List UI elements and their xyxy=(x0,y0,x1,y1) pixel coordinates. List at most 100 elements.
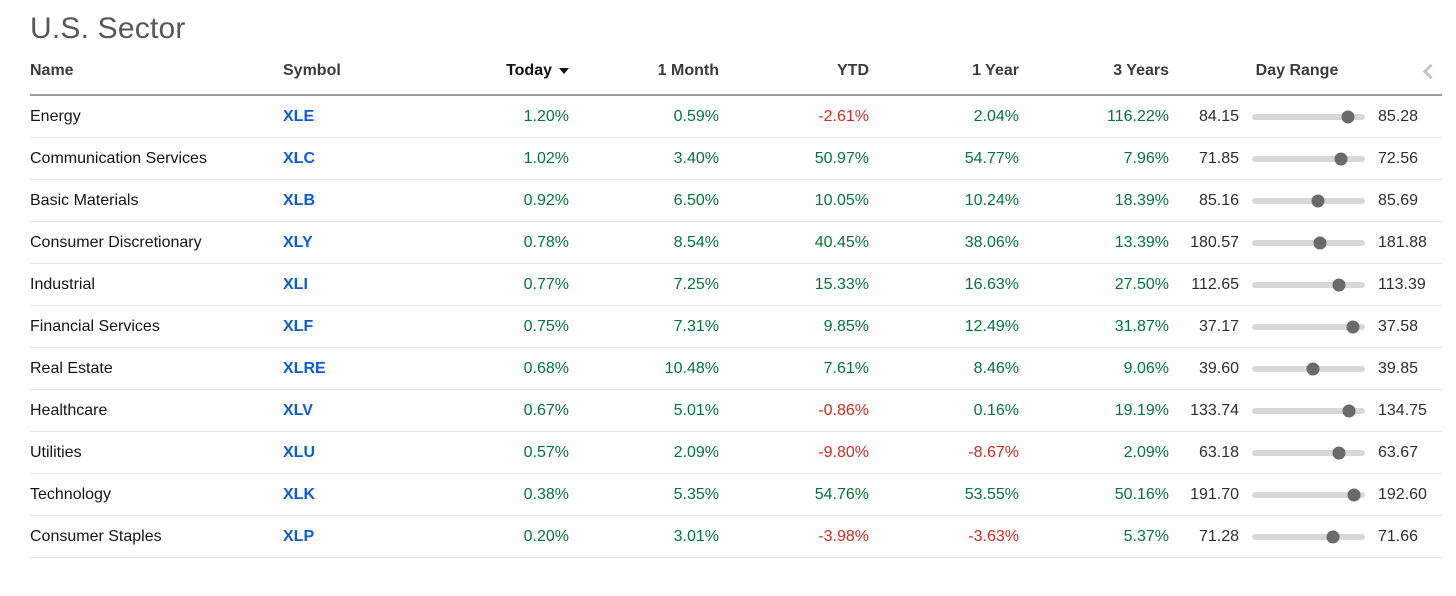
one-year-change: 12.49% xyxy=(964,317,1019,335)
day-range-indicator-dot xyxy=(1311,194,1325,207)
table-row: Technology XLK 0.38% 5.35% 54.76% 53.55%… xyxy=(30,474,1442,516)
day-high: 71.66 xyxy=(1378,527,1419,545)
ytd-change: 10.05% xyxy=(814,191,869,209)
symbol-link[interactable]: XLE xyxy=(283,107,315,125)
header-ytd[interactable]: YTD xyxy=(837,62,869,79)
ytd-change: -0.86% xyxy=(818,401,869,419)
header-name[interactable]: Name xyxy=(30,62,74,79)
ytd-change: 9.85% xyxy=(823,317,869,335)
symbol-link[interactable]: XLK xyxy=(283,485,315,503)
symbol-link[interactable]: XLI xyxy=(283,275,308,293)
day-low: 133.74 xyxy=(1190,401,1239,419)
three-years-change: 27.50% xyxy=(1114,275,1169,293)
symbol-link[interactable]: XLV xyxy=(283,401,313,419)
one-month-change: 6.50% xyxy=(673,191,719,209)
ytd-change: 15.33% xyxy=(814,275,869,293)
day-range-cell: 71.28 71.66 xyxy=(1169,528,1442,546)
day-low: 180.57 xyxy=(1190,233,1239,251)
sector-name: Healthcare xyxy=(30,401,108,419)
ytd-change: 40.45% xyxy=(814,233,869,251)
one-year-change: 38.06% xyxy=(964,233,1019,251)
header-symbol[interactable]: Symbol xyxy=(283,62,341,79)
sector-name: Consumer Discretionary xyxy=(30,233,202,251)
day-range-cell: 63.18 63.67 xyxy=(1169,444,1442,462)
chevron-left-icon[interactable] xyxy=(1422,63,1439,79)
day-range-slider xyxy=(1252,278,1365,291)
day-range-indicator-dot xyxy=(1332,446,1346,459)
day-range-indicator-dot xyxy=(1347,488,1361,501)
three-years-change: 50.16% xyxy=(1114,485,1169,503)
symbol-link[interactable]: XLF xyxy=(283,317,314,335)
today-change: 0.75% xyxy=(523,317,569,335)
symbol-link[interactable]: XLRE xyxy=(283,359,326,377)
day-range-indicator-dot xyxy=(1342,404,1356,417)
day-range-slider xyxy=(1252,362,1365,375)
ytd-change: 54.76% xyxy=(814,485,869,503)
day-high: 85.28 xyxy=(1378,107,1419,125)
three-years-change: 2.09% xyxy=(1123,443,1169,461)
three-years-change: 19.19% xyxy=(1114,401,1169,419)
day-range-slider xyxy=(1252,110,1365,123)
header-today-sort[interactable]: Today xyxy=(416,62,569,80)
today-change: 1.20% xyxy=(523,107,569,125)
table-row: Communication Services XLC 1.02% 3.40% 5… xyxy=(30,138,1442,180)
today-change: 0.92% xyxy=(523,191,569,209)
table-row: Consumer Staples XLP 0.20% 3.01% -3.98% … xyxy=(30,516,1442,558)
day-range-slider xyxy=(1252,236,1365,249)
day-range-cell: 84.15 85.28 xyxy=(1169,108,1442,126)
day-low: 71.85 xyxy=(1198,149,1239,167)
symbol-link[interactable]: XLY xyxy=(283,233,313,251)
day-low: 63.18 xyxy=(1198,443,1239,461)
header-three-years[interactable]: 3 Years xyxy=(1113,62,1169,79)
one-month-change: 5.01% xyxy=(673,401,719,419)
day-range-slider xyxy=(1252,530,1365,543)
day-range-cell: 133.74 134.75 xyxy=(1169,402,1442,420)
day-high: 113.39 xyxy=(1378,275,1426,293)
day-high: 63.67 xyxy=(1378,443,1419,461)
symbol-link[interactable]: XLC xyxy=(283,149,315,167)
ytd-change: 7.61% xyxy=(823,359,869,377)
symbol-link[interactable]: XLB xyxy=(283,191,315,209)
one-month-change: 3.40% xyxy=(673,149,719,167)
day-range-slider xyxy=(1252,320,1365,333)
one-month-change: 7.25% xyxy=(673,275,719,293)
header-one-month[interactable]: 1 Month xyxy=(657,62,719,79)
header-one-year[interactable]: 1 Year xyxy=(972,62,1019,79)
one-year-change: 10.24% xyxy=(964,191,1019,209)
sector-name: Industrial xyxy=(30,275,95,293)
today-change: 0.68% xyxy=(523,359,569,377)
one-month-change: 2.09% xyxy=(673,443,719,461)
symbol-link[interactable]: XLP xyxy=(283,527,315,545)
day-low: 84.15 xyxy=(1198,107,1239,125)
today-change: 0.67% xyxy=(523,401,569,419)
day-high: 85.69 xyxy=(1378,191,1419,209)
table-row: Industrial XLI 0.77% 7.25% 15.33% 16.63%… xyxy=(30,264,1442,306)
one-month-change: 3.01% xyxy=(673,527,719,545)
sector-name: Consumer Staples xyxy=(30,527,162,545)
one-month-change: 5.35% xyxy=(673,485,719,503)
table-row: Healthcare XLV 0.67% 5.01% -0.86% 0.16% … xyxy=(30,390,1442,432)
one-year-change: 2.04% xyxy=(973,107,1019,125)
table-header-row: Name Symbol Today 1 Month YTD 1 Year 3 Y… xyxy=(30,48,1442,96)
day-range-indicator-dot xyxy=(1326,530,1340,543)
today-change: 0.78% xyxy=(523,233,569,251)
one-month-change: 10.48% xyxy=(664,359,719,377)
three-years-change: 18.39% xyxy=(1114,191,1169,209)
one-month-change: 7.31% xyxy=(673,317,719,335)
three-years-change: 31.87% xyxy=(1114,317,1169,335)
sector-name: Utilities xyxy=(30,443,82,461)
day-range-cell: 85.16 85.69 xyxy=(1169,192,1442,210)
us-sector-panel: U.S. Sector Name Symbol Today 1 Month YT… xyxy=(30,12,1442,558)
day-range-slider xyxy=(1252,194,1365,207)
one-year-change: -3.63% xyxy=(968,527,1019,545)
sector-name: Communication Services xyxy=(30,149,207,167)
day-range-indicator-dot xyxy=(1306,362,1320,375)
day-range-cell: 191.70 192.60 xyxy=(1169,486,1442,504)
day-range-indicator-dot xyxy=(1334,152,1348,165)
table-row: Real Estate XLRE 0.68% 10.48% 7.61% 8.46… xyxy=(30,348,1442,390)
symbol-link[interactable]: XLU xyxy=(283,443,315,461)
header-day-range[interactable]: Day Range xyxy=(1255,62,1339,79)
day-high: 39.85 xyxy=(1378,359,1419,377)
table-row: Financial Services XLF 0.75% 7.31% 9.85%… xyxy=(30,306,1442,348)
day-high: 181.88 xyxy=(1378,233,1427,251)
